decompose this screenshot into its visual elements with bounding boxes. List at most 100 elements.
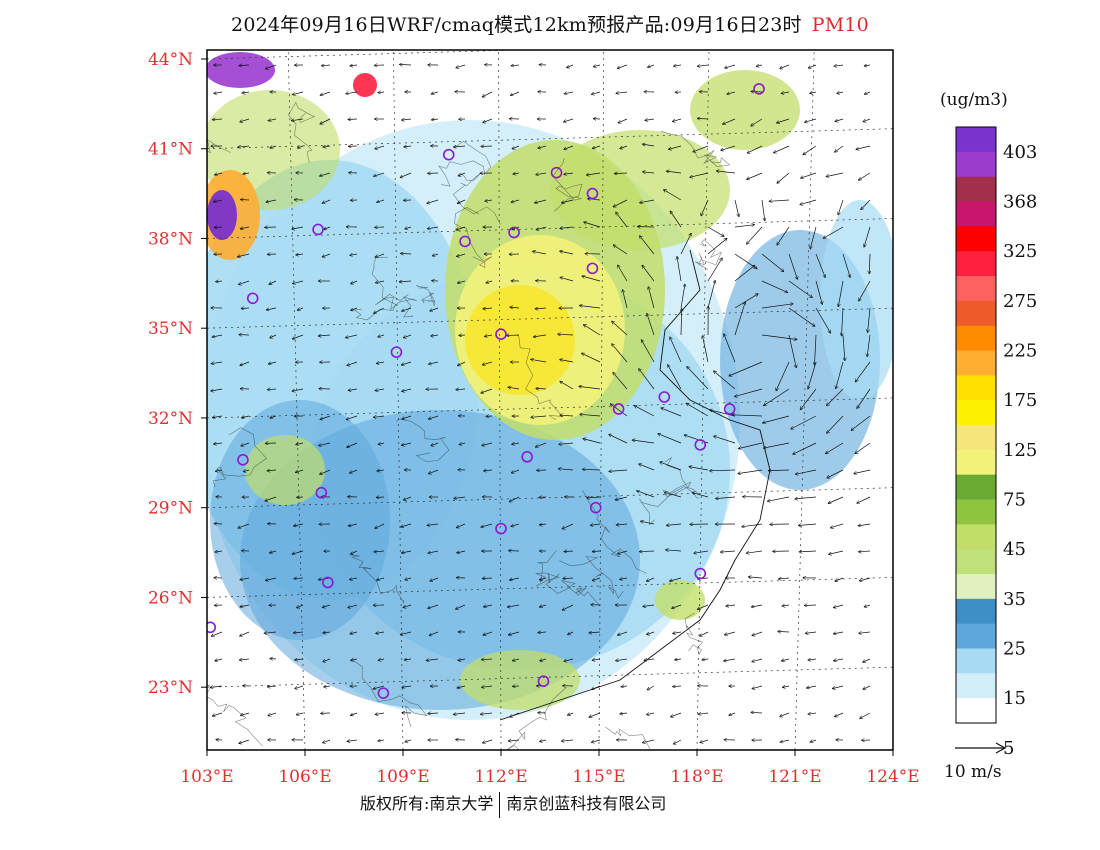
wind-arrow (714, 436, 736, 444)
legend-swatch (956, 598, 996, 625)
wind-arrow (292, 550, 304, 554)
lat-tick-label: 35°N (148, 319, 193, 339)
latitude-line (207, 487, 893, 509)
wind-arrow (239, 739, 250, 744)
wind-arrow (428, 713, 439, 714)
wind-arrow (788, 253, 798, 279)
latitude-line (207, 666, 893, 688)
wind-arrow (734, 199, 739, 217)
wind-arrow (457, 686, 466, 688)
wind-arrow (827, 469, 844, 478)
wind-arrow (800, 388, 817, 410)
wind-arrow (564, 145, 574, 149)
wind-arrow (616, 212, 628, 228)
wind-arrow (864, 605, 871, 607)
wind-arrow (481, 146, 493, 147)
wind-arrow (214, 227, 223, 228)
wind-arrow (761, 253, 784, 272)
wind-arrow (774, 145, 790, 153)
wind-arrow (511, 199, 520, 202)
wind-arrow (646, 577, 655, 581)
latitude-line (207, 397, 893, 419)
wind-arrow (707, 258, 722, 282)
wind-arrow (538, 145, 547, 148)
pollutant-label: PM10 (811, 14, 869, 36)
legend-level-label: 75 (1003, 490, 1026, 511)
wind-arrow (458, 659, 466, 661)
wind-arrow (240, 712, 250, 715)
wind-arrow (815, 334, 817, 365)
wind-arrow (579, 306, 601, 309)
wind-arrow (747, 145, 763, 153)
wind-arrow (675, 659, 682, 660)
legend-frame (955, 126, 997, 724)
wind-arrow (707, 226, 724, 236)
wind-arrow (322, 604, 331, 608)
legend-level-label: 5 (1003, 738, 1014, 759)
wind-arrow (623, 290, 628, 309)
wind-arrow (535, 442, 547, 447)
wind-arrow (859, 577, 871, 581)
wind-arrow (320, 118, 331, 124)
wind-arrow (838, 280, 844, 307)
wind-arrow (795, 469, 817, 474)
wind-arrow (378, 335, 385, 337)
wind-arrow (399, 281, 412, 282)
legend-swatch (956, 574, 996, 600)
wind-arrow (620, 145, 628, 149)
wind-arrow (857, 388, 871, 409)
footer-divider (499, 791, 501, 818)
wind-arrow (510, 712, 520, 717)
wind-arrow (751, 712, 763, 713)
legend-swatch (956, 226, 996, 252)
wind-arrow (512, 659, 520, 661)
wind-arrow (692, 493, 709, 498)
wind-arrow (732, 415, 763, 416)
wind-arrow (673, 686, 682, 687)
wind-arrow (242, 92, 250, 93)
wind-arrow (483, 308, 493, 309)
wind-arrow (859, 632, 871, 633)
wind-arrow (376, 497, 385, 498)
wind-arrow (673, 739, 682, 744)
wind-arrow (677, 257, 682, 282)
wind-arrow (734, 302, 745, 336)
wind-arrow (377, 199, 385, 202)
wind-arrow (484, 470, 493, 471)
wind-arrow (431, 442, 439, 446)
wind-arrow (374, 551, 385, 552)
wind-arrow (241, 416, 250, 418)
wind-arrow (795, 496, 817, 499)
legend-level-label: 225 (1003, 341, 1037, 362)
wind-arrow (453, 713, 466, 714)
legend-unit: (ug/m3) (940, 90, 1008, 110)
wind-arrow (320, 415, 331, 420)
wind-arrow (214, 443, 223, 444)
wind-arrow (751, 118, 763, 126)
wind-arrow (701, 199, 709, 216)
wind-arrow (239, 65, 250, 66)
province-border (695, 239, 722, 270)
wind-arrow (210, 686, 223, 688)
wind-arrow (612, 344, 628, 363)
wind-arrow (707, 238, 727, 255)
city-marker (237, 454, 249, 466)
wind-arrow (747, 172, 763, 180)
province-border (660, 130, 731, 167)
wind-arrow (266, 577, 277, 581)
field-20 (210, 400, 390, 640)
city-marker (312, 223, 324, 236)
wind-arrow (747, 226, 763, 244)
wind-arrow (781, 659, 790, 661)
wind-arrow (672, 604, 682, 608)
wind-arrow (748, 577, 763, 578)
wind-arrow (837, 92, 844, 94)
wind-arrow (582, 276, 601, 282)
wind-arrow (669, 145, 682, 149)
wind-arrow (583, 439, 601, 444)
wind-arrow (834, 65, 844, 66)
wind-arrow (297, 604, 304, 608)
wind-arrow (559, 443, 574, 444)
wind-arrow (430, 577, 439, 581)
wind-arrow (374, 307, 385, 313)
